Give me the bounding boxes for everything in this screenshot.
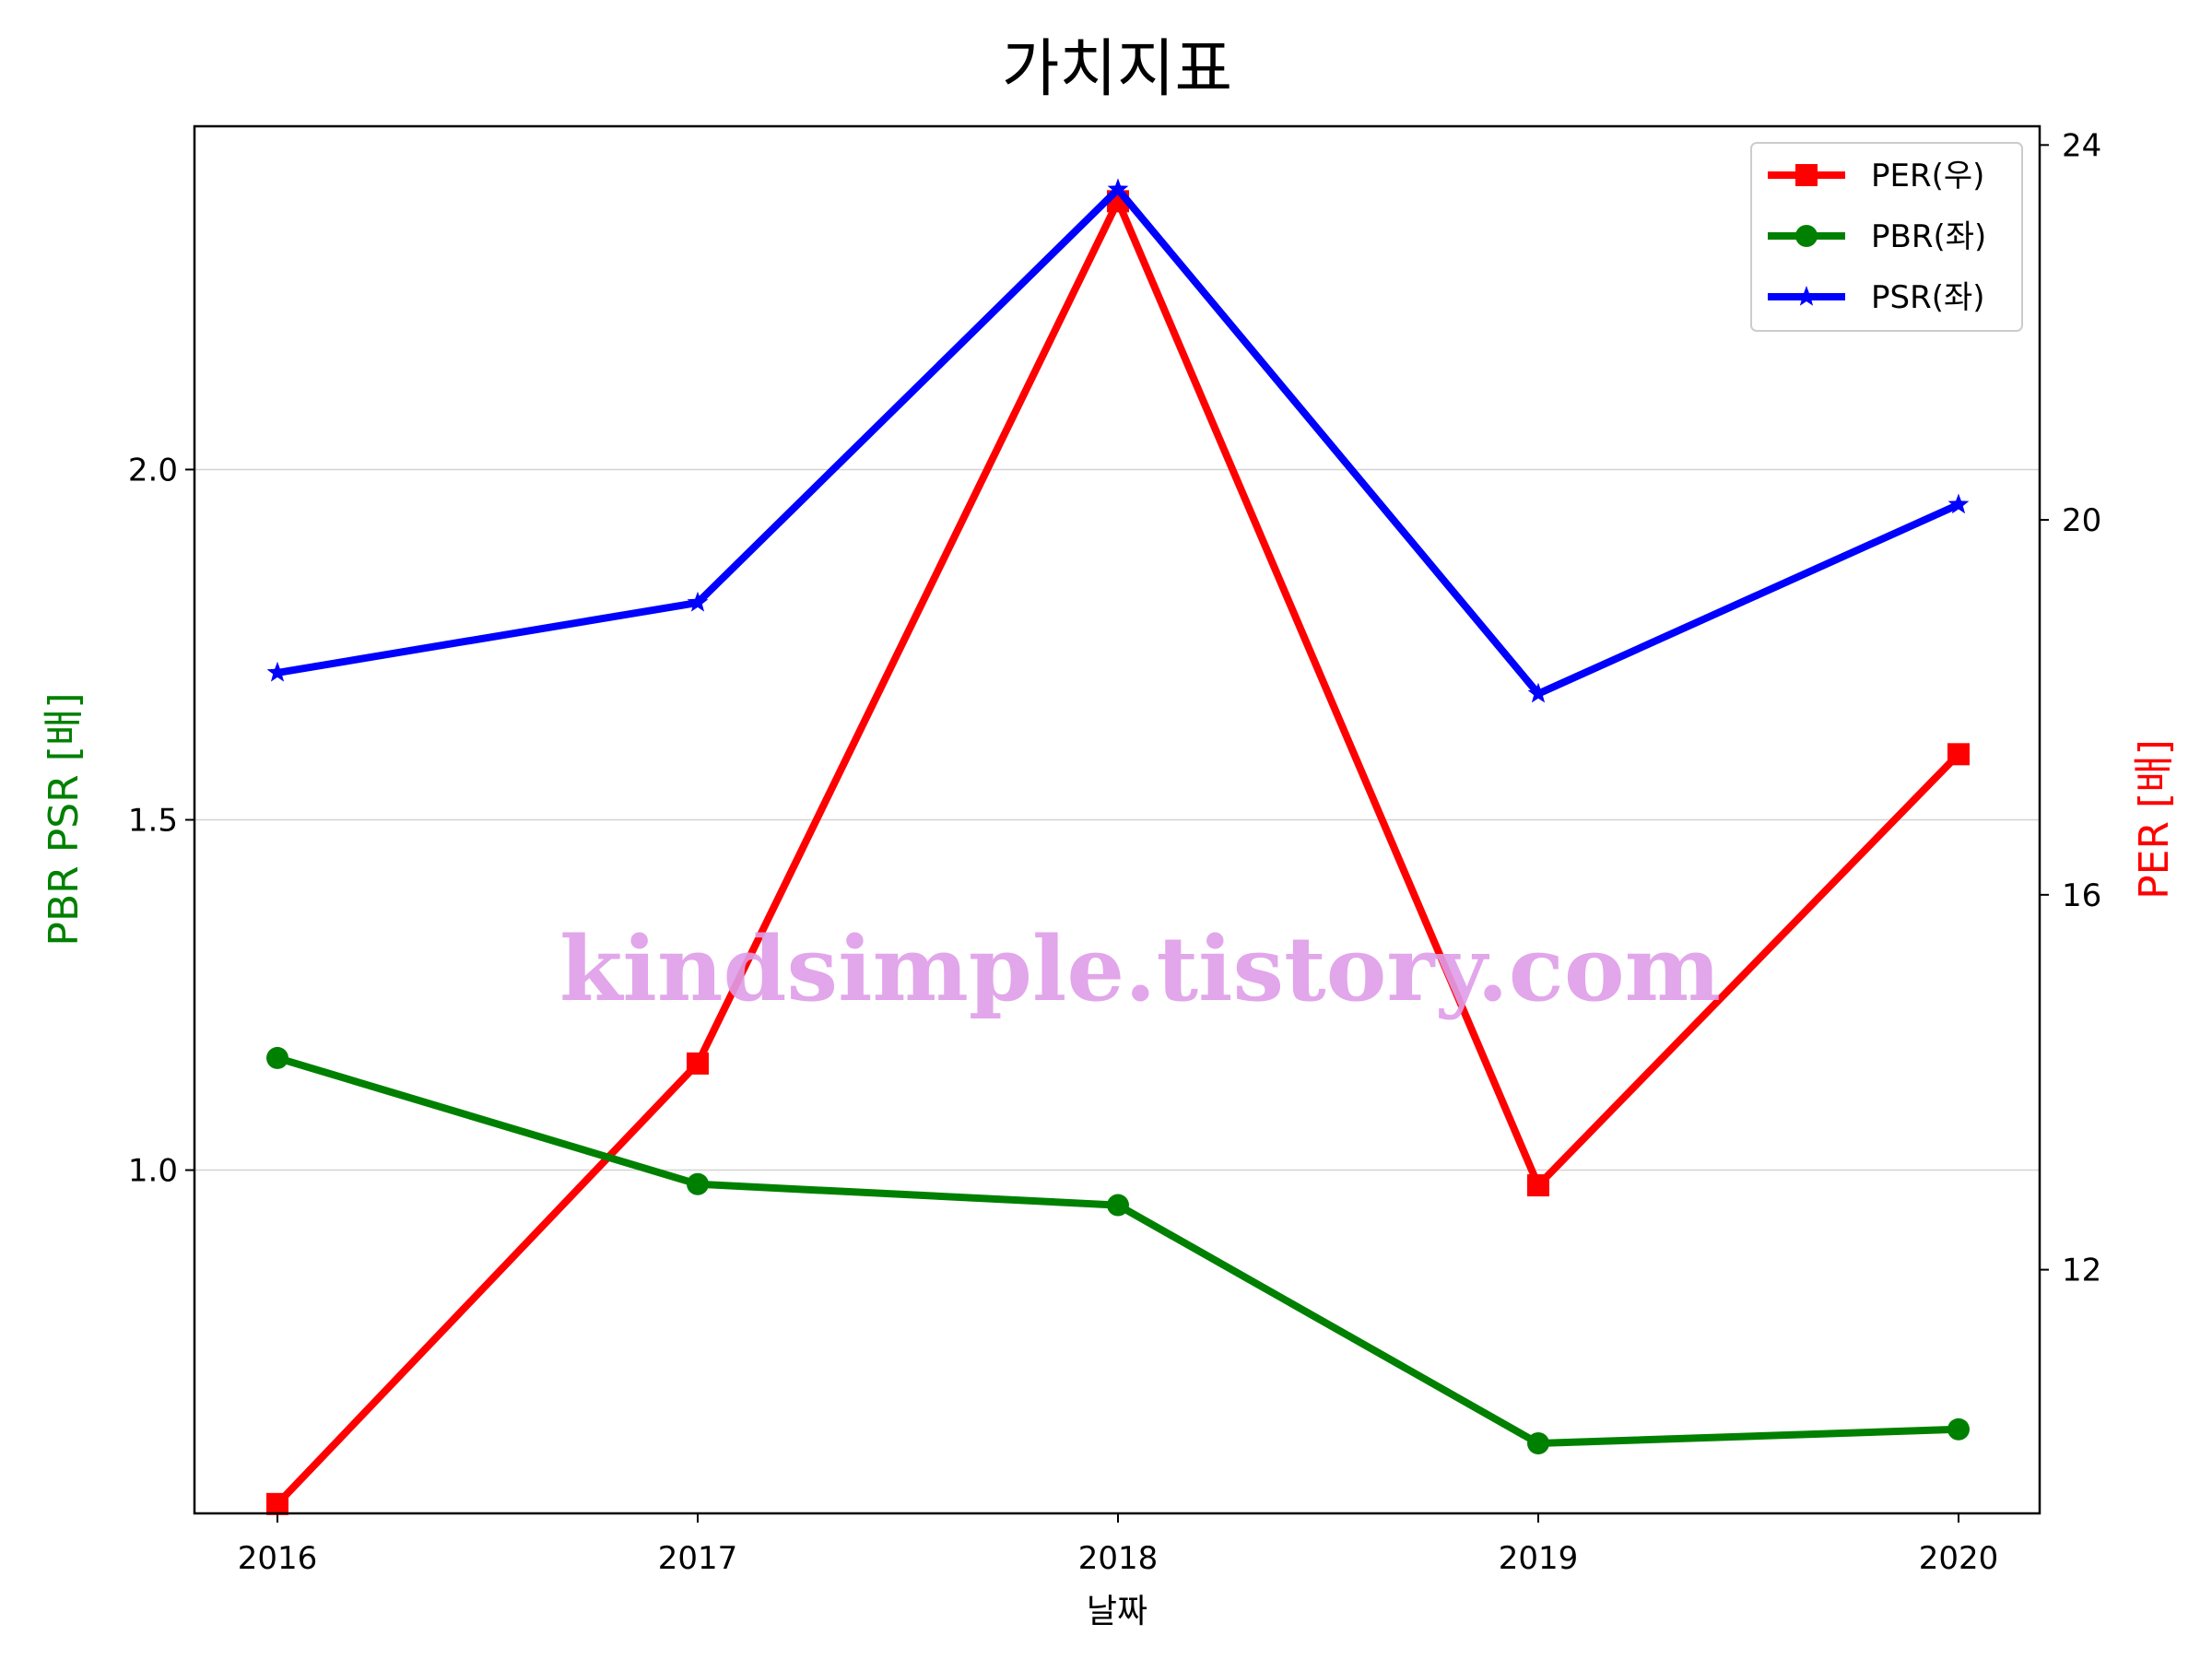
x-tick-label: 2018 (1078, 1540, 1159, 1577)
y-axis-left: 1.0 1.5 2.0 (128, 452, 194, 1190)
data-point-pbr (266, 1046, 288, 1069)
legend-marker-psr (1795, 286, 1818, 306)
legend-marker-per (1795, 164, 1818, 186)
legend-label-per: PER(우) (1871, 158, 1984, 194)
y-axis-right: 12 16 20 24 (2040, 127, 2101, 1289)
data-point-pbr (1527, 1431, 1549, 1454)
data-point-pbr (1947, 1418, 1970, 1441)
y-right-tick-label: 24 (2062, 127, 2101, 164)
data-point-per (687, 1052, 709, 1075)
watermark: kindsimple.tistory.com (559, 917, 1721, 1021)
x-tick-label: 2019 (1499, 1540, 1579, 1577)
x-tick-label: 2020 (1919, 1540, 1999, 1577)
legend-marker-pbr (1795, 225, 1818, 247)
x-tick-label: 2017 (658, 1540, 738, 1577)
y-right-tick-label: 20 (2062, 502, 2101, 539)
gridlines (194, 468, 2040, 1171)
y-left-tick-label: 1.0 (128, 1153, 178, 1190)
legend-label-psr: PSR(좌) (1871, 279, 1985, 316)
data-point-psr (687, 591, 709, 612)
data-point-psr (266, 661, 288, 682)
x-axis: 2016 2017 2018 2019 2020 (238, 1513, 1999, 1577)
data-point-psr (1527, 682, 1549, 703)
y-right-tick-label: 16 (2062, 877, 2101, 914)
x-axis-label: 날짜 (1087, 1593, 1147, 1630)
y-right-tick-label: 12 (2062, 1253, 2101, 1289)
y-left-tick-label: 2.0 (128, 452, 178, 488)
legend-frame (1750, 142, 2023, 332)
data-point-pbr (687, 1172, 709, 1195)
data-point-per (1527, 1174, 1549, 1197)
data-point-per (266, 1492, 288, 1515)
legend: PER(우) PBR(좌) PSR(좌) (1750, 142, 2023, 332)
legend-label-pbr: PBR(좌) (1871, 218, 1986, 255)
x-tick-label: 2016 (238, 1540, 318, 1577)
data-point-pbr (1107, 1194, 1129, 1217)
chart-title: 가치지표 (1002, 33, 1232, 106)
series-line-per (275, 197, 1961, 1507)
y-axis-left-label: PBR PSR [배] (41, 692, 88, 946)
data-point-psr (1947, 493, 1970, 514)
data-point-per (1947, 743, 1970, 766)
series-line-psr (276, 185, 1960, 698)
y-axis-right-label: PER [배] (2131, 739, 2178, 900)
series-line-pbr (276, 1054, 1959, 1447)
y-left-tick-label: 1.5 (128, 803, 178, 840)
series-lines (266, 178, 1970, 1515)
data-point-psr (1107, 178, 1129, 199)
